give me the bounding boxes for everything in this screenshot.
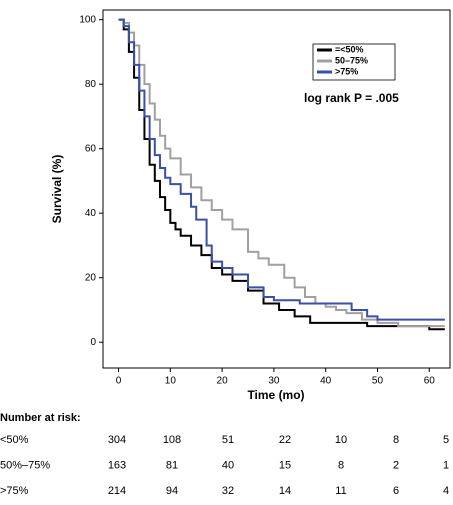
x-tick-label: 20 <box>217 376 229 387</box>
risk-count: 14 <box>279 485 291 497</box>
legend-label: =<50% <box>335 44 364 54</box>
y-tick-label: 40 <box>85 208 97 219</box>
y-tick-label: 60 <box>85 143 97 154</box>
x-tick-label: 40 <box>320 376 332 387</box>
risk-count: 51 <box>222 434 234 446</box>
legend-label: 50–75% <box>335 55 368 65</box>
risk-count: 5 <box>443 434 449 446</box>
risk-row-label: <50% <box>0 434 29 446</box>
risk-count: 94 <box>166 485 178 497</box>
risk-count: 15 <box>279 459 291 471</box>
risk-count: 6 <box>393 485 399 497</box>
risk-count: 8 <box>393 434 399 446</box>
risk-count: 4 <box>443 485 449 497</box>
risk-count: 22 <box>279 434 291 446</box>
risk-count: 214 <box>108 485 126 497</box>
risk-count: 40 <box>222 459 234 471</box>
plot-frame <box>102 9 451 369</box>
y-tick-label: 100 <box>79 14 96 25</box>
risk-count: 108 <box>163 434 181 446</box>
risk-count: 163 <box>108 459 126 471</box>
x-tick-label: 0 <box>116 376 122 387</box>
risk-count: 11 <box>335 485 346 497</box>
risk-count: 304 <box>108 434 126 446</box>
y-axis-label: Survival (%) <box>50 155 64 224</box>
x-tick-label: 10 <box>165 376 177 387</box>
risk-table-title: Number at risk: <box>0 412 81 424</box>
x-tick-label: 60 <box>424 376 436 387</box>
x-tick-label: 50 <box>372 376 384 387</box>
risk-count: 8 <box>338 459 344 471</box>
risk-count: 10 <box>335 434 347 446</box>
x-axis-label: Time (mo) <box>247 388 304 402</box>
risk-count: 81 <box>166 459 178 471</box>
risk-count: 1 <box>443 459 449 471</box>
survival-curve <box>118 18 445 321</box>
y-tick-label: 80 <box>85 79 97 90</box>
x-tick-label: 30 <box>268 376 280 387</box>
risk-count: 2 <box>393 459 399 471</box>
legend-label: >75% <box>335 66 358 76</box>
risk-count: 32 <box>222 485 234 497</box>
risk-row-label: 50%–75% <box>0 459 50 471</box>
risk-row-label: >75% <box>0 485 29 497</box>
survival-curve <box>118 18 445 331</box>
annotation: log rank P = .005 <box>304 91 399 105</box>
y-tick-label: 20 <box>85 272 97 283</box>
y-tick-label: 0 <box>90 337 96 348</box>
survival-curve <box>118 18 445 328</box>
